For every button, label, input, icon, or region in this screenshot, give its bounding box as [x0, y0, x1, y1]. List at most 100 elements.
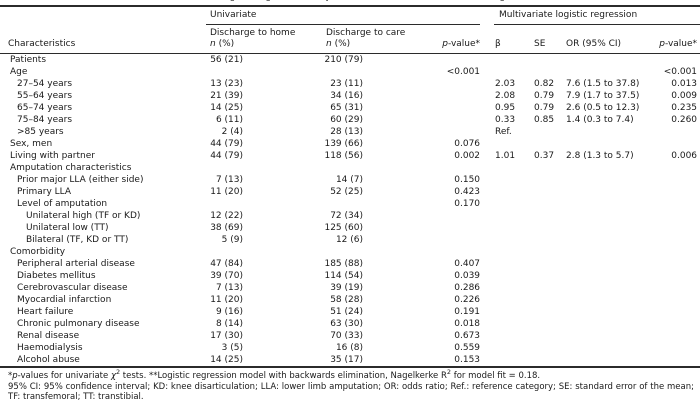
p-univariate-cell — [437, 126, 486, 138]
care-cell: 52 (25) — [330, 187, 363, 197]
characteristic-cell: Cerebrovascular disease — [0, 282, 206, 294]
home-cell: 47 (84) — [210, 259, 243, 269]
characteristic-label: Comorbidity — [10, 247, 66, 257]
p-multivariate-cell — [655, 246, 700, 258]
or-cell — [562, 282, 655, 294]
p-multivariate-cell — [655, 354, 700, 366]
home-cell: 5 (9) — [221, 235, 243, 245]
characteristic-label: Prior major LLA (either side) — [17, 175, 144, 185]
table-row: Peripheral arterial disease 47 (84) 185 … — [0, 258, 700, 270]
or-cell — [562, 342, 655, 354]
or-cell — [562, 306, 655, 318]
table-row: Age <0.001 <0.001 — [0, 66, 700, 78]
p-multivariate-cell — [655, 294, 700, 306]
beta-cell — [486, 198, 530, 210]
n-percent-label: (%) — [331, 39, 351, 49]
se-cell — [530, 54, 562, 67]
or-cell — [562, 138, 655, 150]
table-row: 75–84 years 6 (11) 60 (29) 0.33 0.85 1.4… — [0, 114, 700, 126]
or-cell — [562, 186, 655, 198]
characteristic-cell: Diabetes mellitus — [0, 270, 206, 282]
characteristic-label: Renal disease — [17, 331, 80, 341]
care-cell: 34 (16) — [330, 91, 363, 101]
p-univariate-cell — [437, 90, 486, 102]
p-multivariate-cell — [655, 126, 700, 138]
or-cell — [562, 126, 655, 138]
p-univariate-cell — [437, 210, 486, 222]
p-multivariate-cell — [655, 186, 700, 198]
p-univariate-cell — [437, 162, 486, 174]
footnote-abbreviations: 95% CI: 95% confidence interval; KD: kne… — [8, 381, 694, 403]
care-cell: 65 (31) — [330, 103, 363, 113]
home-cell: 12 (22) — [210, 211, 243, 221]
characteristic-cell: Myocardial infarction — [0, 294, 206, 306]
beta-cell — [486, 330, 530, 342]
or-cell: 7.6 (1.5 to 37.8) — [566, 79, 640, 89]
or-cell — [562, 270, 655, 282]
or-cell — [562, 66, 655, 78]
se-cell — [530, 294, 562, 306]
se-cell — [530, 234, 562, 246]
n-symbol: n — [210, 39, 216, 49]
se-cell — [530, 270, 562, 282]
characteristic-cell: Unilateral high (TF or KD) — [0, 210, 206, 222]
characteristic-label: 65–74 years — [17, 103, 73, 113]
se-cell — [530, 282, 562, 294]
care-cell: 35 (17) — [330, 355, 363, 365]
care-cell: 51 (24) — [330, 307, 363, 317]
cut-off-caption-strip: univariate and multivariate logistic reg… — [0, 0, 700, 5]
se-cell — [530, 246, 562, 258]
p-univariate-cell: 0.673 — [454, 331, 481, 341]
beta-cell: 0.95 — [495, 103, 516, 113]
characteristic-label: Diabetes mellitus — [17, 271, 96, 281]
care-cell — [322, 198, 437, 210]
p-value-multivariate-header: p-value* — [655, 25, 700, 54]
p-univariate-cell — [437, 234, 486, 246]
table-row: Sex, men 44 (79) 139 (66) 0.076 — [0, 138, 700, 150]
care-cell: 39 (19) — [330, 283, 363, 293]
p-multivariate-cell — [655, 222, 700, 234]
p-univariate-cell — [437, 222, 486, 234]
care-cell: 14 (7) — [335, 175, 363, 185]
characteristic-label: Alcohol abuse — [17, 355, 80, 365]
se-cell: 0.37 — [534, 151, 555, 161]
p-value-univariate-header: p-value* — [437, 25, 487, 54]
table-row: Primary LLA 11 (20) 52 (25) 0.423 — [0, 186, 700, 198]
beta-cell — [486, 138, 530, 150]
p-univariate-cell: 0.153 — [454, 355, 481, 365]
characteristic-cell: Primary LLA — [0, 186, 206, 198]
beta-cell — [486, 282, 530, 294]
home-cell: 2 (4) — [221, 127, 243, 137]
beta-cell — [486, 270, 530, 282]
care-cell: 185 (88) — [324, 259, 363, 269]
se-cell — [530, 198, 562, 210]
beta-cell: Ref. — [495, 127, 512, 137]
se-cell — [530, 174, 562, 186]
se-cell — [530, 306, 562, 318]
table-row: Amputation characteristics — [0, 162, 700, 174]
home-cell: 17 (30) — [210, 331, 243, 341]
characteristic-label: Primary LLA — [17, 187, 72, 197]
characteristic-cell: Heart failure — [0, 306, 206, 318]
care-cell: 23 (11) — [330, 79, 363, 89]
home-cell: 21 (39) — [210, 91, 243, 101]
characteristic-label: Haemodialysis — [17, 343, 83, 353]
care-cell: 210 (79) — [324, 55, 363, 65]
discharge-home-header: Discharge to home n (%) — [206, 25, 322, 54]
care-cell — [322, 162, 437, 174]
table-row: 65–74 years 14 (25) 65 (31) 0.95 0.79 2.… — [0, 102, 700, 114]
characteristic-label: 27–54 years — [17, 79, 73, 89]
p-univariate-cell — [437, 114, 486, 126]
characteristic-label: Sex, men — [10, 139, 53, 149]
p-univariate-cell: 0.191 — [454, 307, 481, 317]
se-cell — [530, 162, 562, 174]
table-row: Myocardial infarction 11 (20) 58 (28) 0.… — [0, 294, 700, 306]
characteristic-cell: Living with partner — [0, 150, 206, 162]
p-symbol: p — [659, 39, 665, 49]
beta-cell — [486, 294, 530, 306]
characteristic-label: Chronic pulmonary disease — [17, 319, 140, 329]
characteristic-cell: Patients — [0, 54, 206, 67]
table-row: Diabetes mellitus 39 (70) 114 (54) 0.039 — [0, 270, 700, 282]
se-cell — [530, 258, 562, 270]
table-row: Prior major LLA (either side) 7 (13) 14 … — [0, 174, 700, 186]
